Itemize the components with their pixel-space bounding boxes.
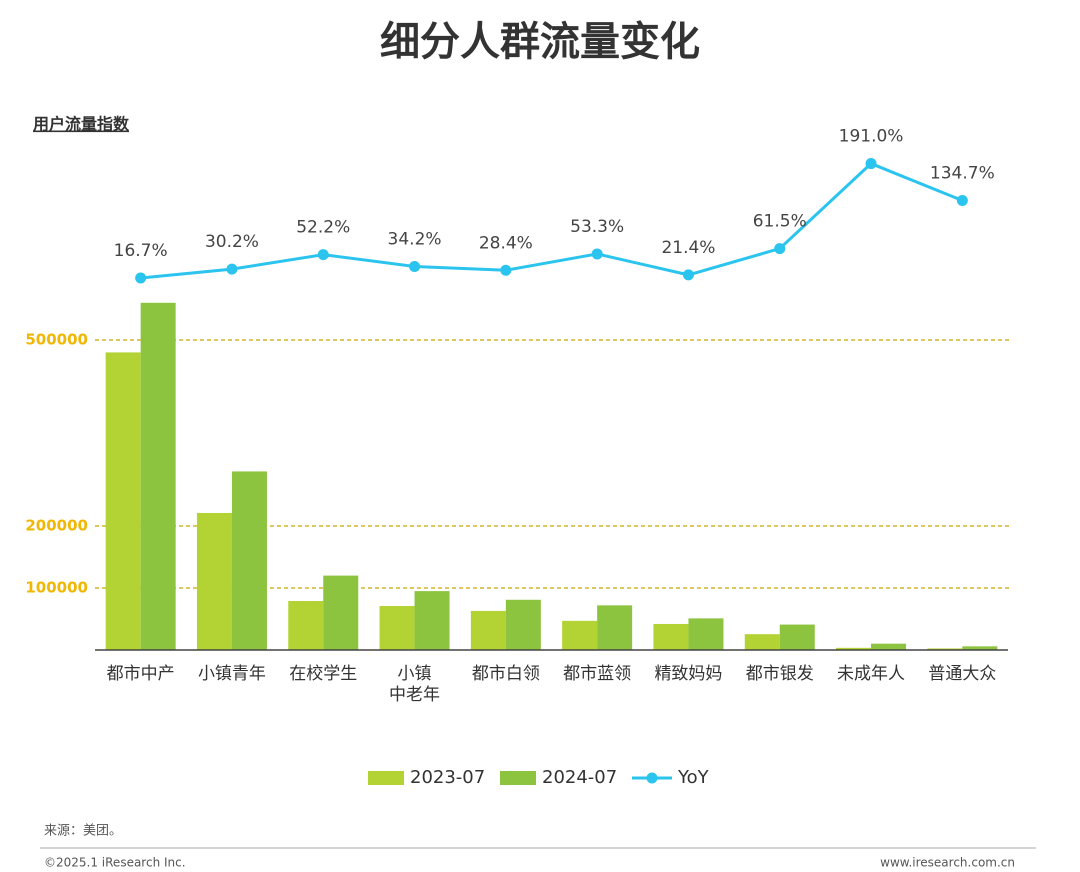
- bar: [105, 352, 141, 650]
- bar: [779, 624, 815, 650]
- yoy-point: [591, 248, 603, 260]
- x-tick-label: 小镇 中老年: [389, 664, 441, 705]
- x-tick-label: 都市白领: [471, 664, 540, 684]
- yoy-point: [865, 158, 877, 170]
- y-tick-label: 100000: [25, 579, 88, 597]
- yoy-point: [500, 264, 512, 276]
- y-tick-label: 500000: [25, 331, 88, 349]
- data-label: 21.4%: [661, 238, 715, 258]
- x-tick-label: 小镇青年: [197, 664, 266, 684]
- yoy-point: [682, 269, 694, 281]
- bar: [140, 302, 176, 650]
- bar: [927, 648, 963, 650]
- bar: [323, 575, 359, 650]
- bar: [379, 605, 415, 650]
- x-tick-label: 普通大众: [928, 664, 997, 684]
- bar: [470, 610, 506, 650]
- x-tick-label: 未成年人: [837, 664, 906, 684]
- bar: [688, 618, 724, 650]
- yoy-line: [140, 161, 963, 280]
- chart-title: 细分人群流量变化: [380, 19, 700, 65]
- footer-right: www.iresearch.com.cn: [880, 856, 1015, 870]
- legend-label: 2023-07: [410, 767, 485, 788]
- data-label: 34.2%: [388, 229, 442, 249]
- data-label: 52.2%: [296, 218, 350, 238]
- bar: [414, 591, 450, 650]
- source: 来源：美团。: [44, 824, 122, 839]
- y-tick-label: 200000: [25, 517, 88, 535]
- yoy-point: [956, 195, 968, 207]
- x-tick-label: 都市银发: [745, 664, 814, 684]
- bar: [231, 471, 267, 650]
- data-label: 61.5%: [753, 212, 807, 232]
- bar: [196, 512, 232, 650]
- yoy-point: [774, 243, 786, 255]
- bar: [962, 646, 998, 650]
- legend-swatch: [646, 772, 658, 784]
- y-axis-label: 用户流量指数: [33, 115, 130, 134]
- bar: [288, 601, 324, 650]
- yoy-point: [317, 249, 329, 261]
- bar: [505, 599, 541, 650]
- x-tick-label: 在校学生: [289, 664, 358, 684]
- footer-left: ©2025.1 iResearch Inc.: [44, 856, 186, 870]
- data-label: 191.0%: [839, 127, 904, 147]
- data-label: 53.3%: [570, 217, 624, 237]
- legend-swatch: [368, 771, 404, 785]
- x-tick-label: 精致妈妈: [654, 664, 723, 684]
- data-label: 16.7%: [114, 241, 168, 261]
- x-tick-label: 都市中产: [106, 664, 175, 684]
- legend-swatch: [500, 771, 536, 785]
- yoy-point: [226, 263, 238, 275]
- bar: [562, 620, 598, 650]
- yoy-point: [409, 260, 421, 272]
- data-label: 30.2%: [205, 232, 259, 252]
- data-label: 134.7%: [930, 164, 995, 184]
- bar: [653, 623, 689, 650]
- yoy-point: [135, 272, 147, 284]
- bar: [597, 605, 633, 650]
- x-tick-label: 都市蓝领: [563, 664, 632, 684]
- data-label: 28.4%: [479, 233, 533, 253]
- bar: [836, 647, 872, 650]
- bar: [744, 634, 780, 650]
- legend-label: 2024-07: [542, 767, 617, 788]
- legend-label: YoY: [677, 767, 710, 788]
- bar: [871, 643, 907, 650]
